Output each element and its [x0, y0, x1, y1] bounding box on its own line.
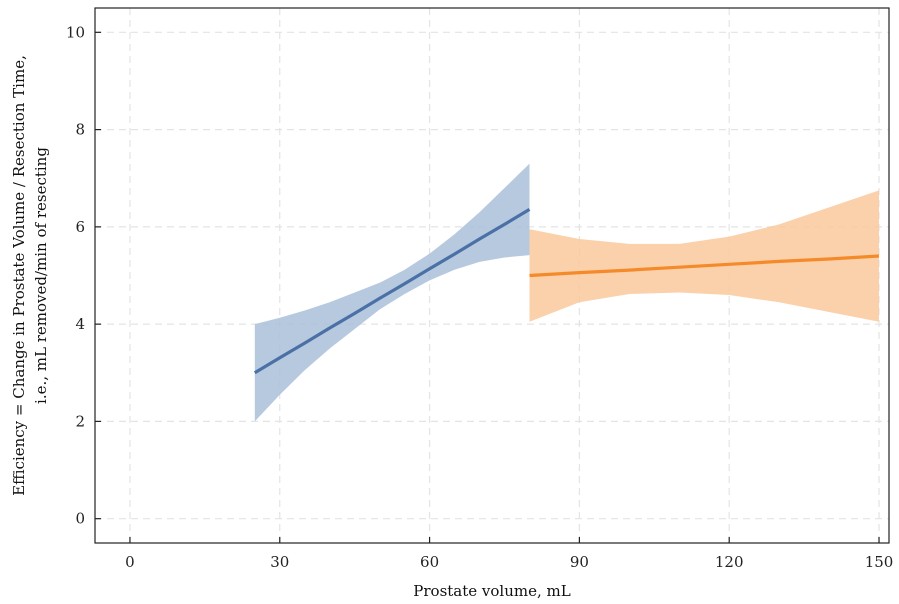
y-tick-label: 8 [75, 121, 85, 139]
y-tick-label: 6 [75, 218, 85, 236]
x-tick-label: 30 [270, 553, 289, 571]
x-tick-label: 90 [570, 553, 589, 571]
confidence-band-2 [529, 190, 879, 322]
y-tick-label: 0 [75, 510, 85, 528]
x-axis-label: Prostate volume, mL [413, 582, 570, 600]
fit-line-1 [253, 208, 531, 375]
confidence-bands [254, 163, 879, 422]
y-tick-label: 2 [75, 412, 85, 430]
x-tick-label: 60 [420, 553, 439, 571]
x-tick-label: 150 [865, 553, 894, 571]
y-axis-label: Efficiency = Change in Prostate Volume /… [10, 55, 50, 496]
x-tick-label: 0 [125, 553, 135, 571]
y-axis-label-line-2: i.e., mL removed/min of resecting [32, 147, 50, 404]
plot-frame [94, 7, 890, 544]
fit-line-2 [529, 254, 880, 278]
y-tick-label: 4 [75, 315, 85, 333]
x-tick-label: 120 [715, 553, 744, 571]
axis-ticks: 0 30 60 90 120 150 0 2 4 6 8 10 [66, 23, 893, 571]
y-tick-label: 10 [66, 23, 85, 41]
y-axis-label-line-1: Efficiency = Change in Prostate Volume /… [10, 55, 28, 496]
fit-lines [253, 208, 880, 375]
